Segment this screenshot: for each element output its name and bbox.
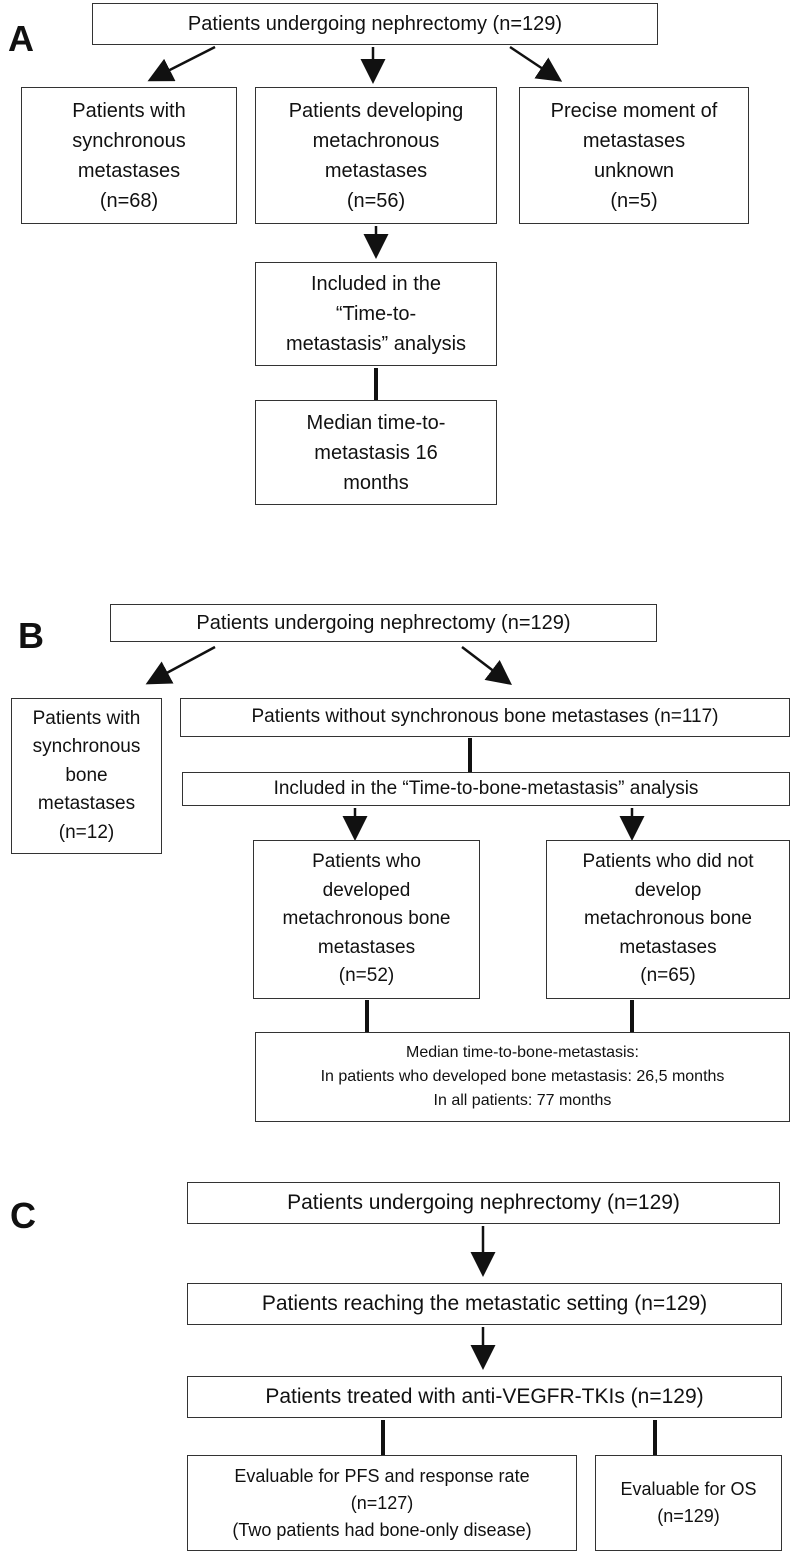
flow-box: Evaluable for PFS and response rate (n=12…: [187, 1455, 577, 1551]
box-text: metastases: [77, 159, 181, 182]
box-text: Patients undergoing nephrectomy (n=129): [196, 612, 571, 634]
flow-box: Patients undergoing nephrectomy (n=129): [92, 3, 658, 45]
flow-box: Patients with synchronous metastases (n=68): [21, 87, 237, 224]
box-text: Patients developing: [288, 99, 464, 122]
box-text: Patients undergoing nephrectomy (n=129): [287, 1191, 680, 1215]
box-text: (n=12): [58, 821, 115, 843]
box-text: Precise moment of: [550, 99, 718, 122]
box-text: metastases: [317, 936, 416, 958]
flow-box: Patients undergoing nephrectomy (n=129): [187, 1182, 780, 1224]
box-text: Patients without synchronous bone metast…: [251, 706, 719, 728]
box-text: Patients who: [312, 851, 421, 873]
box-text: synchronous: [32, 736, 141, 758]
flow-box: Patients who did not develop metachronous …: [546, 840, 790, 999]
box-text: “Time-to-: [335, 303, 417, 325]
box-text: develop: [634, 879, 702, 901]
box-text: In all patients: 77 months: [433, 1092, 612, 1109]
box-text: metastases: [582, 129, 686, 152]
box-text: In patients who developed bone metastasi…: [320, 1068, 725, 1085]
arrow: [147, 45, 216, 82]
flow-box: Patients with synchronous bone metastases (n…: [11, 698, 162, 854]
box-text: (n=5): [610, 189, 658, 212]
box-text: metastases: [619, 936, 717, 958]
box-text: developed: [322, 879, 411, 901]
panel-label: C: [10, 1195, 36, 1236]
box-text: (n=52): [338, 965, 395, 987]
box-text: Patients with: [72, 99, 186, 122]
box-text: (n=68): [99, 189, 159, 212]
box-text: Patients reaching the metastatic setting…: [261, 1292, 708, 1316]
flow-box: Evaluable for OS (n=129): [595, 1455, 782, 1551]
flow-box: Patients undergoing nephrectomy (n=129): [110, 604, 657, 642]
box-text: Included in the: [310, 273, 442, 295]
box-text: metastases: [324, 159, 428, 182]
box-text: metachronous bone: [584, 908, 752, 930]
box-text: unknown: [593, 159, 675, 182]
box-text: (n=56): [346, 189, 406, 212]
box-text: synchronous: [72, 129, 186, 152]
box-text: Patients with: [32, 707, 141, 729]
flow-box: Included in the “Time-to-bone-metastasis…: [182, 772, 790, 806]
arrow: [509, 45, 563, 82]
box-text: Evaluable for PFS and response rate: [234, 1465, 530, 1486]
box-text: Evaluable for OS: [620, 1479, 757, 1499]
box-text: (n=129): [657, 1506, 720, 1526]
flow-box: Patients reaching the metastatic setting…: [187, 1283, 782, 1325]
box-text: Patients who did not: [582, 851, 754, 873]
box-text: Median time-to-bone-metastasis:: [406, 1044, 639, 1061]
box-text: Included in the “Time-to-bone-metastasis…: [273, 777, 699, 799]
box-text: (n=65): [640, 965, 696, 987]
flow-box: Patients developing metachronous metastase…: [255, 87, 497, 224]
box-text: Patients undergoing nephrectomy (n=129): [187, 13, 563, 35]
arrow: [145, 645, 216, 685]
box-text: Median time-to-: [306, 411, 446, 434]
box-text: months: [343, 471, 409, 494]
panel-label: A: [8, 18, 34, 59]
flow-box: Precise moment of metastases unknown (n=5): [519, 87, 749, 224]
box-text: Patients treated with anti-VEGFR-TKIs (n…: [265, 1385, 704, 1409]
flow-box: Patients who developed metachronous bone me…: [253, 840, 480, 999]
box-text: metastasis” analysis: [285, 333, 467, 355]
panel-label: B: [18, 615, 44, 656]
flow-box: Patients treated with anti-VEGFR-TKIs (n…: [187, 1376, 782, 1418]
box-text: metastases: [37, 793, 136, 815]
flow-box: Patients without synchronous bone metast…: [180, 698, 790, 737]
arrow: [461, 646, 512, 686]
box-text: metachronous: [312, 129, 440, 152]
box-text: (n=127): [350, 1492, 414, 1513]
box-text: metastasis 16: [314, 441, 438, 464]
flow-box: Included in the “Time-to-metastasis” anal…: [255, 262, 497, 366]
box-text: metachronous bone: [282, 908, 451, 930]
box-text: bone: [65, 764, 108, 786]
box-text: (Two patients had bone-only disease): [232, 1519, 532, 1540]
flow-box: Median time-to-bone-metastasis: In patien…: [255, 1032, 790, 1122]
flow-box: Median time-to-metastasis 16 months: [255, 400, 497, 505]
